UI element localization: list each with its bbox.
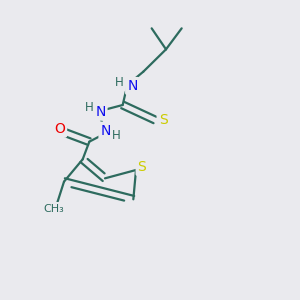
- Text: H: H: [85, 101, 94, 114]
- Text: S: S: [159, 113, 167, 127]
- Text: CH₃: CH₃: [44, 204, 64, 214]
- Text: N: N: [95, 105, 106, 119]
- Text: N: N: [100, 124, 111, 138]
- Text: H: H: [112, 129, 121, 142]
- Text: O: O: [54, 122, 65, 136]
- Text: N: N: [127, 79, 137, 93]
- Text: S: S: [138, 160, 146, 174]
- Text: H: H: [115, 76, 124, 89]
